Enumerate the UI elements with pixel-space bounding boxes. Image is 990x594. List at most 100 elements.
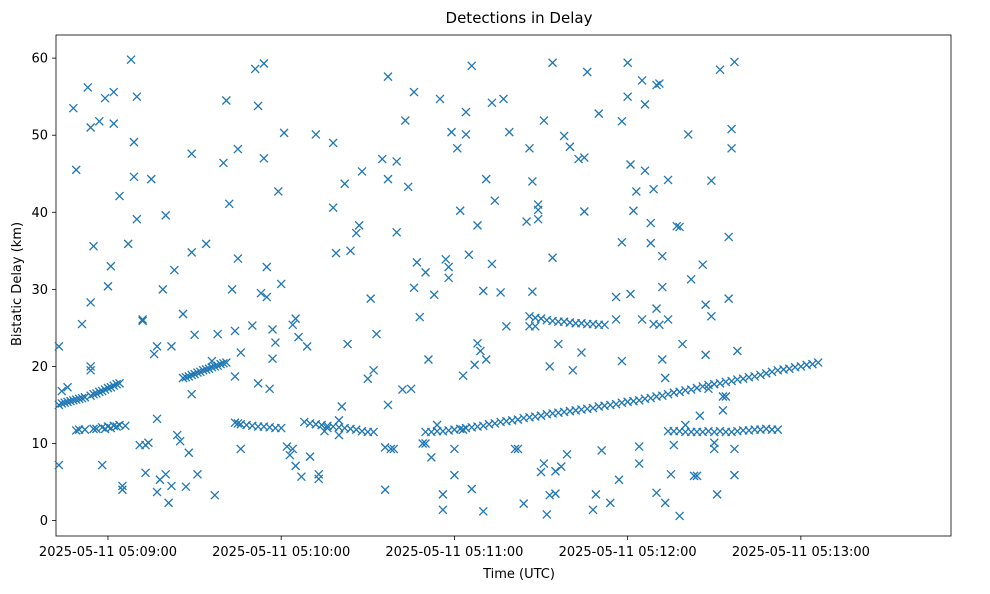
scatter-point [727, 376, 737, 386]
scatter-point [106, 423, 116, 433]
scatter-point [559, 131, 569, 141]
scatter-point [738, 374, 748, 384]
scatter-point [545, 361, 555, 371]
y-tick-label: 0 [40, 514, 48, 529]
scatter-point [106, 261, 116, 271]
scatter-point [71, 165, 81, 175]
scatter-point [138, 314, 148, 324]
scatter-point [617, 237, 627, 247]
scatter-point [706, 311, 716, 321]
scatter-point [501, 321, 511, 331]
scatter-point [230, 326, 240, 336]
scatter-point [574, 154, 584, 164]
scatter-point [412, 257, 422, 267]
scatter-point [496, 287, 506, 297]
series-8 [54, 55, 742, 521]
series-5 [525, 311, 610, 330]
scatter-point [256, 288, 266, 298]
scatter-point [467, 61, 477, 71]
scatter-point [675, 511, 685, 521]
scatter-point [631, 187, 641, 196]
scatter-point [94, 116, 104, 126]
scatter-point [704, 384, 713, 394]
scatter-point [71, 425, 81, 435]
scatter-point [579, 207, 589, 216]
scatter-point [626, 289, 635, 299]
scatter-point [663, 314, 673, 324]
scatter-point [178, 373, 188, 383]
scatter-point [227, 284, 237, 294]
scatter-point [461, 107, 471, 117]
scatter-point [123, 239, 133, 249]
scatter-point [481, 355, 491, 364]
scatter-point [94, 387, 104, 397]
scatter-point [294, 332, 303, 342]
scatter-point [91, 424, 101, 434]
scatter-point [383, 400, 393, 410]
scatter-point [198, 365, 208, 375]
scatter-point [372, 329, 381, 339]
scatter-point [216, 359, 226, 369]
scatter-point [715, 65, 725, 75]
scatter-point [117, 481, 127, 491]
scatter-point [296, 472, 306, 482]
scatter-point [730, 57, 739, 67]
y-tick-label: 50 [31, 129, 48, 144]
scatter-point [678, 339, 687, 349]
scatter-point [730, 470, 739, 480]
scatter-point [675, 222, 685, 232]
scatter-point [210, 490, 220, 500]
scatter-point [421, 439, 431, 448]
scatter-point [389, 444, 399, 454]
scatter-point [103, 383, 113, 393]
scatter-point [551, 489, 560, 499]
x-axis-label: Time (UTC) [482, 567, 555, 582]
series-0 [54, 378, 124, 410]
scatter-point [698, 382, 708, 391]
scatter-point [288, 320, 298, 330]
scatter-point [455, 206, 465, 216]
scatter-point [273, 187, 283, 196]
scatter-point [334, 415, 344, 425]
scatter-point [487, 98, 497, 108]
scatter-point [657, 251, 667, 261]
scatter-point [380, 485, 390, 495]
scatter-point [74, 425, 84, 435]
scatter-point [89, 424, 98, 434]
scatter-point [331, 248, 341, 258]
scatter-point [193, 368, 202, 378]
scatter-point [386, 444, 396, 454]
scatter-point [291, 461, 301, 471]
scatter-point [221, 358, 231, 368]
scatter-point [588, 403, 598, 413]
scatter-point [86, 365, 96, 375]
scatter-point [660, 373, 670, 383]
scatter-point [478, 506, 488, 516]
scatter-point [161, 469, 171, 479]
scatter-point [545, 490, 555, 500]
y-axis-label: Bistatic Delay (km) [10, 222, 25, 346]
scatter-point [334, 430, 344, 440]
scatter-point [152, 341, 162, 351]
scatter-point [328, 138, 338, 148]
scatter-point [351, 425, 361, 435]
scatter-point [732, 346, 742, 356]
scatter-point [444, 273, 454, 283]
y-tick-label: 30 [31, 283, 48, 298]
scatter-point [233, 144, 243, 154]
scatter-point [233, 419, 243, 428]
scatter-point [230, 418, 240, 428]
scatter-point [152, 487, 162, 497]
scatter-point [276, 423, 286, 433]
scatter-point [539, 116, 549, 126]
scatter-point [600, 320, 610, 330]
scatter-point [103, 281, 113, 291]
scatter-point [80, 392, 90, 402]
scatter-point [285, 450, 295, 460]
scatter-point [86, 361, 96, 371]
scatter-point [115, 378, 124, 388]
scatter-point [761, 368, 771, 378]
scatter-point [86, 297, 96, 307]
scatter-point [77, 319, 87, 329]
scatter-point [65, 396, 75, 406]
